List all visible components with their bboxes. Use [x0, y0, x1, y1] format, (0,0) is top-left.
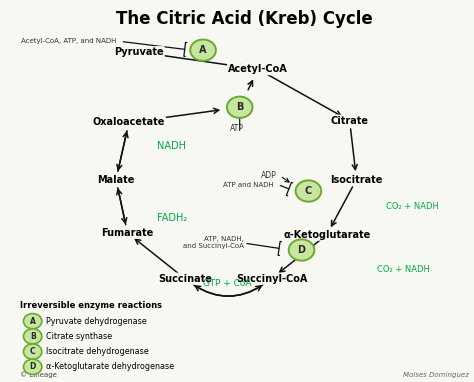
Text: Oxaloacetate: Oxaloacetate: [92, 118, 165, 128]
Text: A: A: [199, 45, 207, 55]
Text: Citrate synthase: Citrate synthase: [46, 332, 112, 341]
Text: Pyruvate: Pyruvate: [114, 47, 164, 57]
Text: A: A: [30, 317, 36, 326]
Text: Fumarate: Fumarate: [101, 228, 154, 238]
Circle shape: [289, 240, 314, 261]
Text: ADP: ADP: [261, 171, 276, 180]
Text: Pyruvate dehydrogenase: Pyruvate dehydrogenase: [46, 317, 147, 326]
Text: CO₂ + NADH: CO₂ + NADH: [386, 202, 439, 211]
Text: D: D: [298, 245, 306, 255]
Circle shape: [190, 39, 216, 61]
Circle shape: [24, 359, 42, 374]
Text: Irreversible enzyme reactions: Irreversible enzyme reactions: [20, 301, 162, 310]
Text: C: C: [30, 347, 36, 356]
Circle shape: [296, 180, 321, 202]
Text: and Succinyl-CoA: and Succinyl-CoA: [183, 243, 244, 249]
Text: α-Ketoglutarate: α-Ketoglutarate: [283, 230, 370, 240]
Text: Acetyl-CoA, ATP, and NADH: Acetyl-CoA, ATP, and NADH: [21, 39, 116, 44]
Text: Moises Dominguez: Moises Dominguez: [403, 372, 469, 378]
Text: Citrate: Citrate: [331, 116, 369, 126]
Text: The Citric Acid (Kreb) Cycle: The Citric Acid (Kreb) Cycle: [116, 10, 373, 28]
Text: ATP: ATP: [229, 124, 244, 133]
Text: Isocitrate dehydrogenase: Isocitrate dehydrogenase: [46, 347, 149, 356]
Text: D: D: [29, 363, 36, 371]
Text: C: C: [305, 186, 312, 196]
Circle shape: [24, 314, 42, 329]
Text: Succinyl-CoA: Succinyl-CoA: [236, 274, 308, 283]
Text: Succinate: Succinate: [158, 274, 212, 283]
Text: © Lineage: © Lineage: [20, 372, 57, 378]
Circle shape: [227, 97, 253, 118]
Text: ATP, NADH,: ATP, NADH,: [204, 236, 244, 241]
Text: Isocitrate: Isocitrate: [330, 175, 383, 185]
Text: NADH: NADH: [157, 141, 186, 152]
Text: Acetyl-CoA: Acetyl-CoA: [228, 64, 288, 74]
Text: α-Ketoglutarate dehydrogenase: α-Ketoglutarate dehydrogenase: [46, 363, 174, 371]
Circle shape: [24, 329, 42, 344]
Text: B: B: [30, 332, 36, 341]
Circle shape: [24, 344, 42, 359]
Text: Malate: Malate: [97, 175, 135, 185]
Text: B: B: [236, 102, 243, 112]
Text: CO₂ + NADH: CO₂ + NADH: [377, 264, 430, 274]
Text: FADH₂: FADH₂: [157, 213, 188, 223]
Text: ATP and NADH: ATP and NADH: [223, 181, 274, 188]
Text: GTP + CoA: GTP + CoA: [202, 278, 251, 288]
